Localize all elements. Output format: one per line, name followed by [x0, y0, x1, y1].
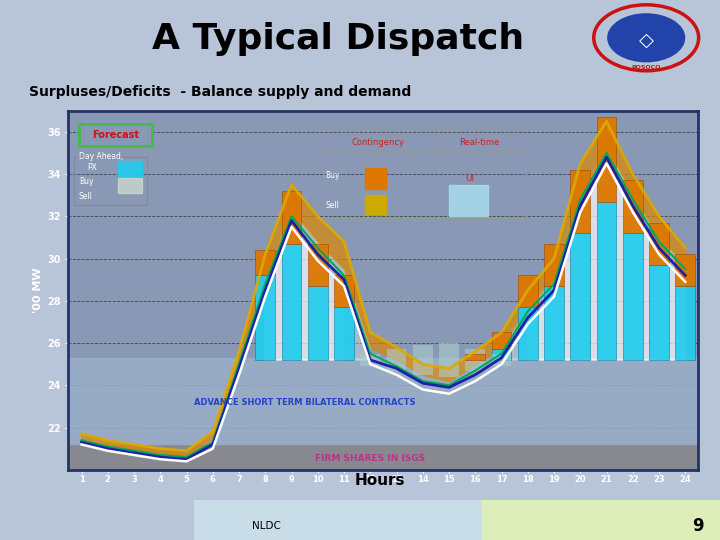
Bar [73, 157, 147, 205]
Bar [597, 117, 616, 201]
Bar [482, 500, 720, 540]
Text: Buy: Buy [79, 177, 94, 186]
Bar [518, 307, 538, 360]
Bar [675, 286, 695, 360]
Bar [365, 168, 386, 189]
Text: Buy: Buy [325, 171, 340, 180]
Bar [570, 170, 590, 233]
Text: Hours: Hours [354, 473, 405, 488]
Bar [308, 244, 328, 286]
Bar [465, 354, 485, 360]
Bar [492, 349, 511, 360]
Text: Sell: Sell [325, 201, 340, 210]
Bar [118, 161, 142, 176]
Text: UI: UI [465, 174, 474, 183]
Bar [433, 133, 525, 152]
Bar [308, 286, 328, 360]
Bar [544, 244, 564, 286]
Bar [449, 185, 488, 217]
Bar [365, 195, 386, 214]
Text: FIRM SHARES IN ISGS: FIRM SHARES IN ISGS [315, 454, 426, 463]
Bar [675, 254, 695, 286]
Text: Sell: Sell [79, 192, 93, 201]
Text: NLDC: NLDC [252, 521, 281, 531]
Text: A Typical Dispatch: A Typical Dispatch [153, 22, 524, 56]
Text: Real-time: Real-time [459, 138, 500, 147]
Bar [492, 354, 511, 366]
Bar [439, 343, 459, 377]
Bar [282, 244, 302, 360]
Bar [649, 222, 669, 265]
Bar [334, 307, 354, 360]
Text: ◇: ◇ [639, 30, 654, 49]
Text: Forecast: Forecast [92, 130, 139, 140]
Bar [334, 275, 354, 307]
Bar [323, 133, 433, 152]
Bar [256, 275, 275, 360]
Bar [323, 152, 525, 218]
Text: Day Ahead,: Day Ahead, [79, 152, 123, 161]
Bar [118, 178, 142, 193]
Bar [465, 349, 485, 370]
Bar [79, 124, 153, 146]
Text: Contingency: Contingency [351, 138, 405, 147]
Bar [194, 500, 482, 540]
Bar [413, 345, 433, 375]
Bar [387, 349, 406, 370]
Text: PX: PX [87, 163, 96, 172]
Bar [570, 233, 590, 360]
Text: ADVANCE SHORT TERM BILATERAL CONTRACTS: ADVANCE SHORT TERM BILATERAL CONTRACTS [194, 397, 415, 407]
Text: 9: 9 [693, 517, 704, 535]
Text: POSOCO: POSOCO [631, 65, 661, 70]
Bar [623, 180, 643, 233]
Bar [492, 333, 511, 349]
Y-axis label: '00 MW: '00 MW [33, 267, 43, 313]
Circle shape [607, 13, 685, 62]
Bar [282, 191, 302, 244]
Bar [649, 265, 669, 360]
Bar [256, 250, 275, 275]
Bar [518, 275, 538, 307]
Bar [361, 354, 380, 366]
Bar [544, 286, 564, 360]
Text: Surpluses/Deficits  - Balance supply and demand: Surpluses/Deficits - Balance supply and … [29, 85, 411, 99]
Bar [623, 233, 643, 360]
Bar [597, 201, 616, 360]
